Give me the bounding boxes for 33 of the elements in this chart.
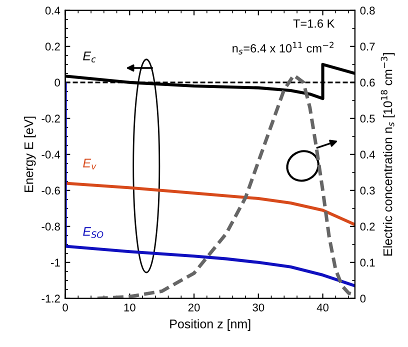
y2-tick-label: 0.8	[360, 6, 375, 15]
y-tick-label: -1	[51, 258, 60, 266]
y-tick-label: -1.2	[42, 294, 60, 302]
x-tick-label: 30	[252, 304, 264, 312]
y2-tick-label: 0.7	[360, 42, 375, 51]
x-axis-title: Position z [nm]	[170, 319, 250, 331]
y-axis-title: Energy E [eV]	[24, 116, 36, 192]
y-tick-label: 0.4	[45, 6, 60, 15]
series-label: E$_{SO}$	[83, 227, 104, 238]
y2-tick-label: 0.3	[360, 186, 375, 195]
line-series	[65, 80, 355, 288]
series-label: E$_{v}$	[83, 158, 96, 170]
y2-tick-label: 0.2	[360, 222, 375, 231]
x-tick-label: 10	[124, 304, 136, 312]
line-series	[65, 182, 355, 226]
y-tick-label: -0.6	[42, 186, 60, 195]
x-tick-label: 20	[188, 304, 200, 312]
y2-tick-label: 0.6	[360, 78, 375, 87]
y2-tick-label: 0.4	[360, 150, 375, 159]
y2-tick-label: 0	[360, 294, 366, 303]
x-tick-label: 0	[62, 304, 68, 312]
y2-tick-label: 0.1	[360, 258, 375, 267]
annotation: T=1.6 K	[293, 19, 335, 28]
annotation: n$_{s}$=6.4 x 10$^{11}$ cm$^{−2}$	[232, 42, 334, 54]
y-tick-label: 0.2	[45, 42, 60, 51]
y2-axis-title: Electric concentration n$_{s}$ [10$^{18}$ cm$^{−3}$]	[380, 53, 395, 256]
x-tick-label: 40	[316, 304, 329, 312]
series-label: E$_{c}$	[83, 52, 96, 62]
y2-tick-label: 0.5	[360, 114, 375, 123]
y-tick-label: -0.2	[42, 114, 60, 123]
y-tick-label: -0.4	[42, 150, 60, 159]
y-tick-label: -0.8	[42, 222, 60, 231]
y-tick-label: 0	[54, 78, 60, 87]
